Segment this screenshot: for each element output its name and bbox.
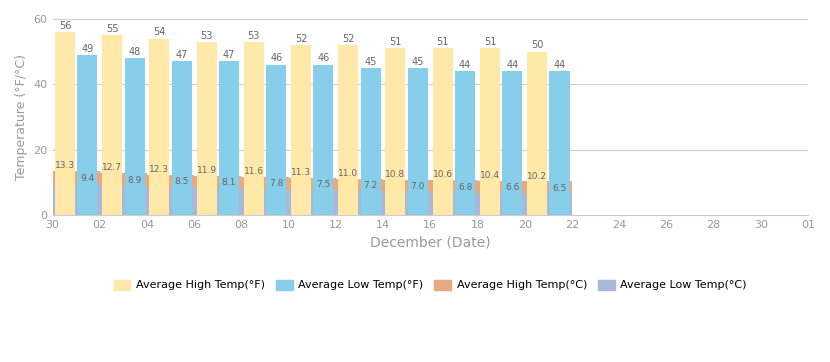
Text: 8.5: 8.5: [174, 177, 189, 186]
Text: 45: 45: [364, 56, 377, 67]
Bar: [338, 45, 359, 215]
Text: 50: 50: [531, 40, 544, 50]
Bar: [480, 49, 500, 215]
Text: 51: 51: [484, 37, 496, 47]
Bar: [147, 187, 194, 215]
Text: 7.2: 7.2: [364, 181, 378, 190]
Bar: [477, 181, 525, 215]
X-axis label: December (Date): December (Date): [370, 235, 491, 249]
Bar: [385, 49, 406, 215]
Text: 11.9: 11.9: [197, 166, 217, 175]
Bar: [197, 42, 217, 215]
Bar: [289, 178, 336, 215]
Text: 11.6: 11.6: [244, 167, 264, 176]
Text: 47: 47: [176, 50, 188, 60]
Bar: [172, 62, 192, 215]
Text: 8.1: 8.1: [222, 178, 237, 188]
Bar: [314, 65, 334, 215]
Bar: [55, 32, 75, 215]
Bar: [502, 71, 522, 215]
Text: 47: 47: [222, 50, 235, 60]
Text: 11.0: 11.0: [338, 169, 359, 178]
Bar: [430, 180, 477, 215]
Bar: [124, 58, 144, 215]
Text: 6.5: 6.5: [552, 184, 567, 193]
Bar: [336, 179, 383, 215]
Text: 44: 44: [554, 60, 566, 70]
Text: 6.6: 6.6: [505, 183, 520, 192]
Bar: [383, 180, 430, 215]
Text: 7.8: 7.8: [269, 179, 283, 188]
Bar: [336, 191, 383, 215]
Text: 7.0: 7.0: [411, 182, 425, 191]
Bar: [549, 71, 569, 215]
Text: 7.5: 7.5: [316, 180, 330, 189]
Text: 55: 55: [106, 24, 119, 34]
Bar: [219, 62, 239, 215]
Text: 10.2: 10.2: [527, 172, 547, 181]
Text: 53: 53: [200, 30, 212, 41]
Text: 12.3: 12.3: [149, 165, 169, 174]
Bar: [360, 68, 381, 215]
Text: 49: 49: [81, 43, 94, 54]
Text: 12.7: 12.7: [102, 163, 122, 172]
Bar: [242, 177, 289, 215]
Text: 6.8: 6.8: [458, 182, 472, 191]
Text: 46: 46: [270, 53, 282, 63]
Bar: [244, 42, 264, 215]
Bar: [455, 71, 475, 215]
Bar: [52, 171, 100, 215]
Bar: [383, 192, 430, 215]
Bar: [477, 193, 525, 215]
Y-axis label: Temperature (°F/°C): Temperature (°F/°C): [15, 54, 28, 180]
Bar: [102, 35, 122, 215]
Bar: [149, 39, 169, 215]
Bar: [266, 65, 286, 215]
Bar: [432, 49, 452, 215]
Legend: Average High Temp(°F), Average Low Temp(°F), Average High Temp(°C), Average Low : Average High Temp(°F), Average Low Temp(…: [110, 275, 751, 295]
Text: 51: 51: [437, 37, 449, 47]
Bar: [525, 194, 572, 215]
Bar: [430, 193, 477, 215]
Text: 8.9: 8.9: [127, 176, 142, 185]
Text: 54: 54: [154, 27, 165, 37]
Bar: [408, 68, 428, 215]
Bar: [289, 190, 336, 215]
Text: 45: 45: [412, 56, 424, 67]
Bar: [242, 189, 289, 215]
Text: 44: 44: [506, 60, 519, 70]
Bar: [291, 45, 311, 215]
Bar: [194, 176, 242, 215]
Text: 53: 53: [247, 30, 260, 41]
Text: 52: 52: [342, 34, 354, 44]
Text: 51: 51: [389, 37, 402, 47]
Bar: [77, 55, 97, 215]
Text: 46: 46: [317, 53, 330, 63]
Text: 13.3: 13.3: [55, 161, 75, 171]
Bar: [100, 173, 147, 215]
Bar: [525, 181, 572, 215]
Text: 44: 44: [459, 60, 471, 70]
Text: 9.4: 9.4: [81, 174, 95, 183]
Text: 56: 56: [59, 21, 71, 31]
Text: 10.6: 10.6: [432, 170, 452, 179]
Text: 52: 52: [295, 34, 307, 44]
Bar: [194, 188, 242, 215]
Bar: [52, 184, 100, 215]
Text: 10.8: 10.8: [385, 169, 406, 178]
Bar: [100, 186, 147, 215]
Text: 11.3: 11.3: [291, 168, 311, 177]
Text: 10.4: 10.4: [480, 171, 500, 180]
Bar: [527, 52, 547, 215]
Text: 48: 48: [129, 47, 141, 57]
Bar: [147, 174, 194, 215]
